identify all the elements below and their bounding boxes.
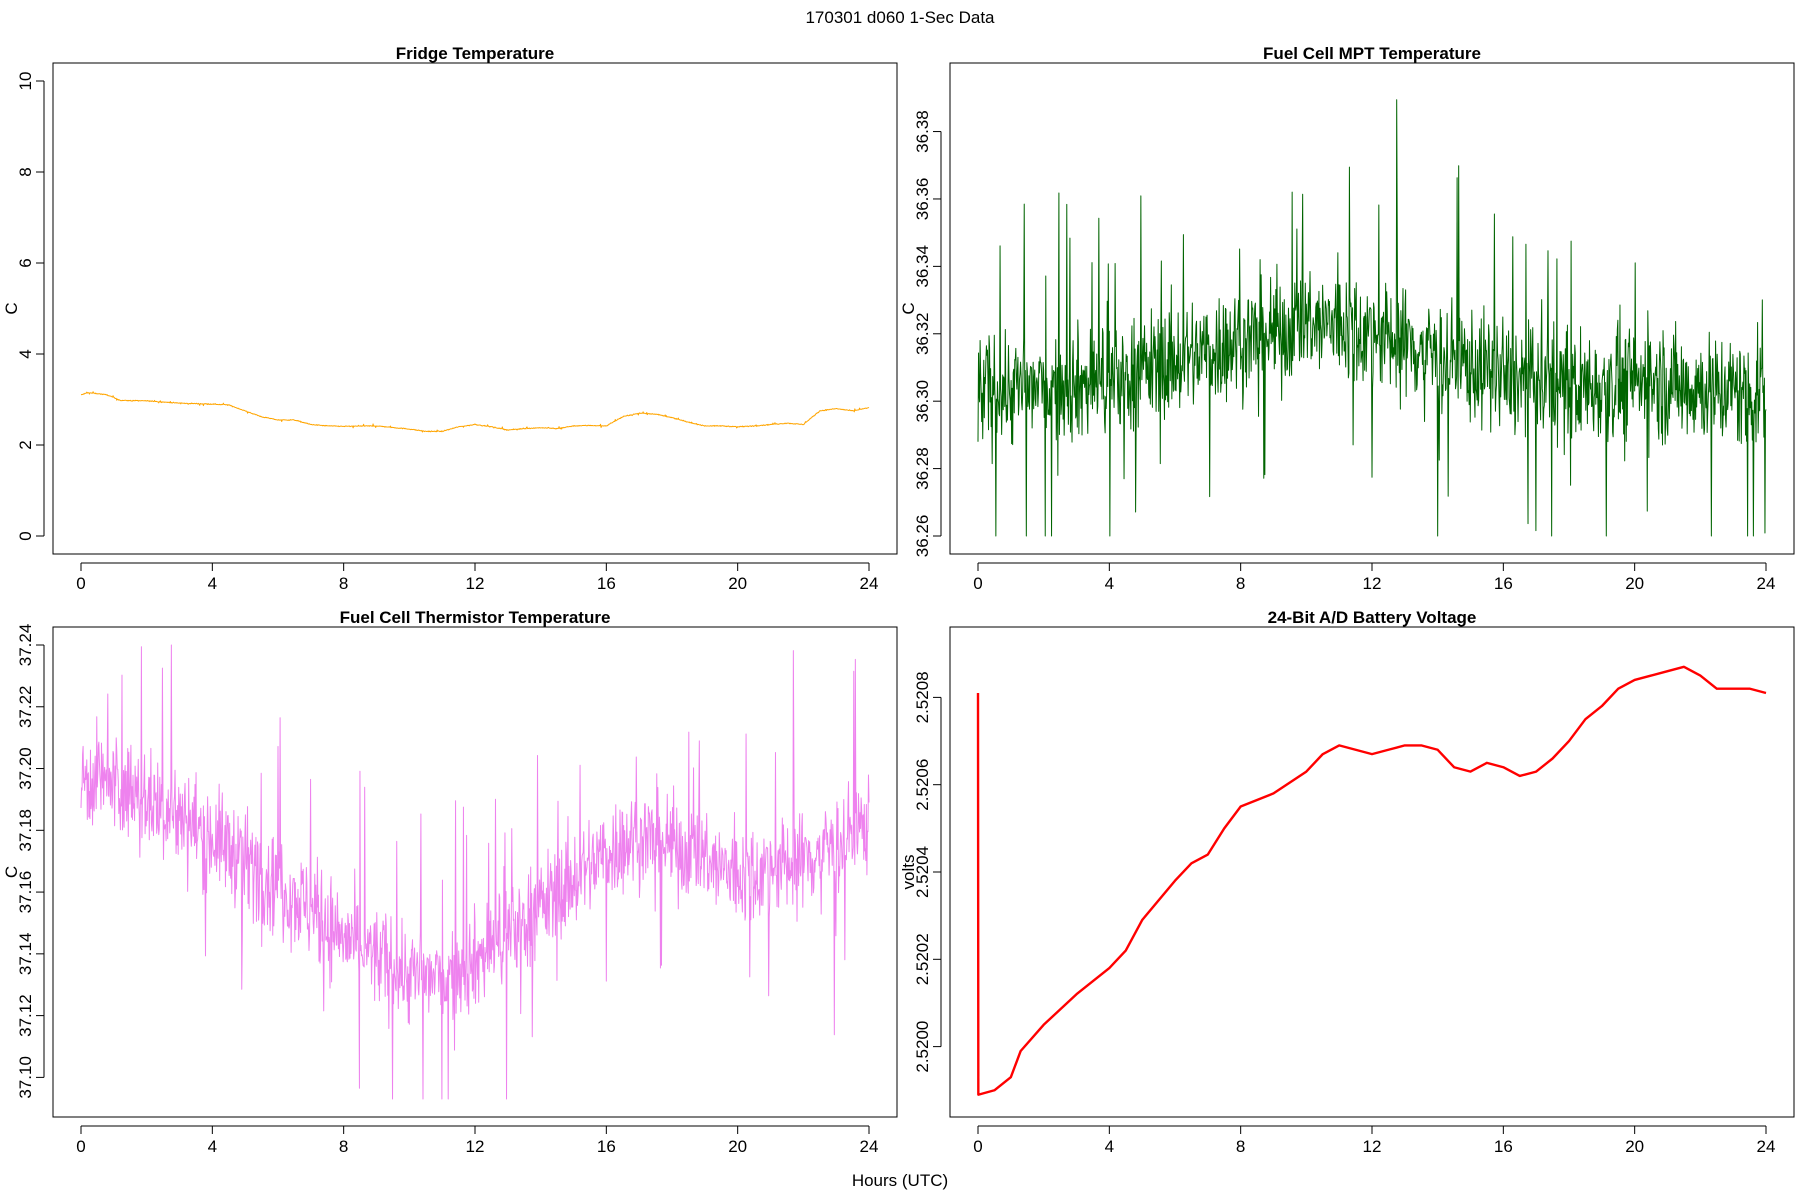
x-tick-label: 4 — [208, 574, 217, 593]
x-tick-label: 20 — [728, 1137, 747, 1156]
y-tick-label: 37.24 — [16, 624, 35, 667]
x-tick-label: 4 — [1105, 574, 1114, 593]
y-tick-label: 6 — [16, 258, 35, 267]
y-tick-label: 37.20 — [16, 747, 35, 790]
y-tick-label: 36.36 — [913, 178, 932, 221]
y-axis-label: volts — [899, 855, 918, 890]
x-tick-label: 8 — [1236, 574, 1245, 593]
y-tick-label: 37.12 — [16, 994, 35, 1037]
y-tick-label: 2.5200 — [913, 1021, 932, 1073]
y-tick-label: 37.14 — [16, 933, 35, 976]
y-tick-label: 8 — [16, 167, 35, 176]
x-tick-label: 20 — [1625, 1137, 1644, 1156]
panel-title: Fuel Cell Thermistor Temperature — [340, 608, 611, 627]
y-tick-label: 36.30 — [913, 380, 932, 423]
plot-frame — [949, 62, 1795, 555]
x-tick-label: 20 — [1625, 574, 1644, 593]
panel-3: Fuel Cell Thermistor Temperature C 0 4 8 12 16… — [2, 608, 898, 1156]
x-tick-label: 12 — [466, 574, 485, 593]
series-line — [80, 644, 870, 1100]
x-tick-label: 24 — [1757, 574, 1776, 593]
y-tick-label: 36.38 — [913, 110, 932, 153]
panel-title: 24-Bit A/D Battery Voltage — [1268, 608, 1477, 627]
x-tick-label: 16 — [597, 574, 616, 593]
x-tick-label: 0 — [76, 1137, 85, 1156]
panel-title: Fuel Cell MPT Temperature — [1263, 44, 1481, 63]
y-tick-label: 37.10 — [16, 1056, 35, 1099]
panel-title: Fridge Temperature — [396, 44, 554, 63]
panel-2: Fuel Cell MPT Temperature C 0 4 8 12 16 20 24 36.… — [899, 44, 1795, 593]
x-tick-label: 12 — [1363, 574, 1382, 593]
plot-frame — [52, 62, 898, 555]
x-tick-label: 24 — [1757, 1137, 1776, 1156]
y-tick-label: 2.5208 — [913, 671, 932, 723]
series-line — [80, 391, 870, 433]
plot-frame — [52, 626, 898, 1118]
y-tick-label: 36.32 — [913, 313, 932, 356]
y-tick-label: 37.18 — [16, 809, 35, 852]
x-tick-label: 24 — [860, 1137, 879, 1156]
y-tick-label: 36.34 — [913, 245, 932, 288]
series-line — [977, 99, 1767, 537]
y-tick-label: 2.5206 — [913, 759, 932, 811]
y-tick-label: 37.16 — [16, 871, 35, 914]
x-tick-label: 8 — [339, 1137, 348, 1156]
y-axis-label: C — [2, 866, 21, 878]
y-axis-label: C — [2, 302, 21, 314]
x-tick-label: 8 — [1236, 1137, 1245, 1156]
x-tick-label: 12 — [1363, 1137, 1382, 1156]
x-tick-label: 12 — [466, 1137, 485, 1156]
y-tick-label: 2 — [16, 440, 35, 449]
x-tick-label: 0 — [973, 574, 982, 593]
y-tick-label: 4 — [16, 349, 35, 358]
y-tick-label: 36.28 — [913, 447, 932, 490]
y-tick-label: 36.26 — [913, 515, 932, 558]
x-axis-label: Hours (UTC) — [852, 1171, 948, 1190]
x-tick-label: 20 — [728, 574, 747, 593]
panel-4: 24-Bit A/D Battery Voltage volts 0 4 8 12 16 20… — [899, 608, 1795, 1156]
y-axis-label: C — [899, 302, 918, 314]
y-tick-label: 37.22 — [16, 685, 35, 728]
y-tick-label: 10 — [16, 72, 35, 91]
y-tick-label: 2.5204 — [913, 846, 932, 898]
x-tick-label: 24 — [860, 574, 879, 593]
plot-frame — [949, 626, 1795, 1118]
x-tick-label: 16 — [1494, 1137, 1513, 1156]
x-tick-label: 4 — [208, 1137, 217, 1156]
y-tick-label: 0 — [16, 531, 35, 540]
x-tick-label: 0 — [973, 1137, 982, 1156]
y-tick-label: 2.5202 — [913, 933, 932, 985]
x-tick-label: 4 — [1105, 1137, 1114, 1156]
series-line — [976, 665, 1767, 1096]
x-tick-label: 16 — [597, 1137, 616, 1156]
figure-supertitle: 170301 d060 1-Sec Data — [805, 8, 995, 27]
x-tick-label: 8 — [339, 574, 348, 593]
x-tick-label: 0 — [76, 574, 85, 593]
x-tick-label: 16 — [1494, 574, 1513, 593]
